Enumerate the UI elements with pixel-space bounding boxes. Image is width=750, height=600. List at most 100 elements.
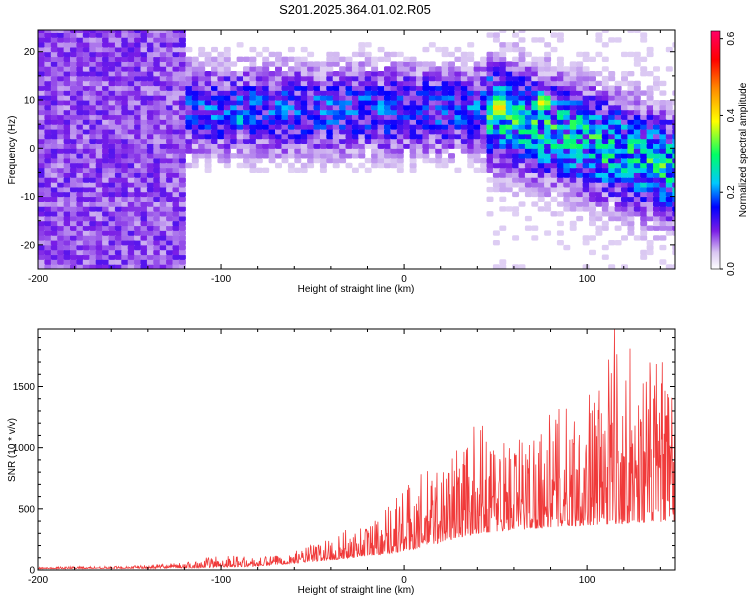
- spectrogram-cell: [166, 249, 174, 256]
- spectrogram-cell: [531, 85, 539, 91]
- spectrogram-cell: [582, 133, 590, 140]
- spectrogram-cell: [601, 172, 609, 178]
- spectrogram-cell: [576, 177, 584, 183]
- spectrogram-cell: [63, 225, 71, 231]
- spectrogram-cell: [665, 182, 673, 188]
- spectrogram-cell: [70, 153, 77, 159]
- spectrogram-cell: [345, 153, 353, 159]
- spectrogram-cell: [499, 167, 507, 173]
- spectrogram-cell: [518, 119, 526, 125]
- spectrogram-cell: [582, 172, 590, 178]
- spectrogram-cell: [268, 157, 276, 164]
- spectrogram-cell: [70, 124, 77, 130]
- spectrogram-cell: [140, 143, 148, 149]
- spectrogram-cell: [537, 90, 545, 96]
- spectrogram-cell: [70, 32, 77, 38]
- spectrogram-cell: [223, 124, 231, 130]
- spectrogram-cell: [313, 157, 321, 164]
- spectrogram-cell: [601, 153, 609, 159]
- spectrogram-cell: [608, 148, 616, 154]
- spectrogram-cell: [454, 114, 462, 120]
- spectrogram-cell: [595, 143, 603, 149]
- spectrogram-cell: [178, 230, 186, 236]
- spectrogram-cell: [76, 37, 84, 43]
- spectrogram-cell: [50, 206, 58, 212]
- spectrogram-cell: [512, 138, 520, 144]
- spectrogram-cell: [287, 148, 295, 154]
- spectrogram-cell: [633, 235, 641, 241]
- spectrogram-cell: [665, 167, 673, 173]
- spectrogram-cell: [524, 109, 532, 116]
- spectrogram-cell: [492, 177, 500, 183]
- spectrogram-cell: [172, 264, 180, 269]
- spectrogram-cell: [223, 61, 231, 67]
- spectrogram-cell: [217, 51, 225, 58]
- spectrogram-cell: [595, 177, 603, 183]
- spectrogram-cell: [653, 215, 660, 222]
- spectrogram-cell: [640, 129, 648, 135]
- spectrogram-cell: [595, 32, 603, 38]
- spectrogram-cell: [178, 143, 186, 149]
- spectrogram-cell: [287, 71, 295, 77]
- spectrogram-cell: [601, 129, 609, 135]
- spectrogram-cell: [595, 196, 603, 202]
- spectrogram-cell: [614, 138, 622, 144]
- spectrogram-cell: [621, 167, 628, 173]
- spectrogram-cell: [114, 235, 122, 241]
- spectrogram-cell: [454, 85, 462, 91]
- spectrogram-cell: [556, 177, 564, 183]
- spectrogram-cell: [121, 30, 129, 33]
- spectrogram-cell: [345, 75, 353, 82]
- spectrogram-cell: [601, 85, 609, 91]
- spectrogram-cell: [166, 206, 174, 212]
- spectrogram-cell: [102, 162, 110, 169]
- spectrogram-cell: [275, 114, 282, 120]
- spectrogram-cell: [377, 124, 385, 130]
- spectrogram-cell: [646, 162, 654, 169]
- spectrogram-cell: [627, 220, 635, 227]
- spectrogram-cell: [159, 30, 167, 33]
- colorbar-label: Normalized spectral amplitude: [738, 82, 749, 217]
- spectrogram-cell: [211, 124, 218, 130]
- spectrogram-cell: [307, 153, 315, 159]
- spectrogram-cell: [255, 71, 263, 77]
- spectrogram-cell: [70, 114, 77, 120]
- spectrogram-cell: [480, 109, 488, 116]
- spectrogram-cell: [82, 42, 90, 48]
- spectrogram-cell: [512, 61, 520, 67]
- spectrogram-cell: [44, 75, 52, 82]
- spectrogram-cell: [146, 138, 154, 144]
- spectrogram-cell: [550, 133, 558, 140]
- spectrogram-cell: [371, 153, 379, 159]
- spectrogram-cell: [108, 186, 116, 193]
- spectrogram-cell: [524, 153, 532, 159]
- spectrogram-cell: [531, 191, 539, 198]
- spectrogram-cell: [146, 172, 154, 178]
- spectrogram-cell: [358, 71, 366, 77]
- spectrogram-cell: [448, 133, 455, 140]
- spectrogram-cell: [614, 157, 622, 164]
- spectrogram-cell: [44, 153, 52, 159]
- spectrogram-cell: [396, 80, 404, 87]
- spectrogram-cell: [550, 119, 558, 125]
- spectrogram-cell: [89, 138, 97, 144]
- spectrogram-cell: [108, 138, 116, 144]
- spectrogram-cell: [672, 100, 675, 106]
- spectrogram-cell: [70, 109, 77, 116]
- spectrogram-cell: [159, 148, 167, 154]
- spectrogram-cell: [140, 75, 148, 82]
- spectrogram-cell: [38, 240, 45, 246]
- spectrogram-cell: [499, 114, 507, 120]
- spectrogram-cell: [454, 75, 462, 82]
- spectrogram-cell: [460, 119, 468, 125]
- spectrogram-cell: [653, 182, 660, 188]
- spectrogram-cell: [589, 75, 596, 82]
- spectrogram-cell: [191, 104, 199, 111]
- colorbar-ticks: 0.00.20.40.6: [720, 31, 737, 276]
- spectrogram-cell: [281, 80, 289, 87]
- spectrogram-cell: [505, 42, 513, 48]
- spectrogram-cell: [294, 56, 302, 62]
- spectrogram-cell: [627, 225, 635, 231]
- spectrogram-cell: [153, 119, 161, 125]
- spectrogram-cell: [63, 66, 71, 72]
